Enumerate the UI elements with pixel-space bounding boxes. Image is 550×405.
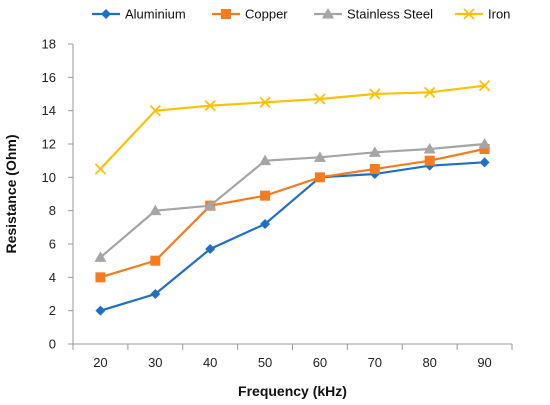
copper-point	[95, 272, 106, 283]
x-axis-label: Frequency (kHz)	[238, 383, 347, 399]
stainless-steel-point	[313, 151, 326, 162]
y-tick-label: 6	[49, 237, 56, 252]
aluminium-point	[260, 219, 271, 229]
legend-marker	[101, 9, 111, 19]
aluminium-point	[479, 157, 490, 168]
x-tick-label: 20	[93, 355, 107, 370]
iron-point	[204, 100, 216, 112]
legend-item-aluminium: Aluminium	[92, 7, 186, 22]
iron-point	[149, 105, 161, 117]
legend-label: Stainless Steel	[347, 7, 433, 22]
copper-point	[260, 190, 271, 201]
y-tick-label: 0	[49, 337, 56, 352]
copper-point	[424, 155, 435, 166]
y-tick-label: 18	[42, 37, 56, 52]
copper-point	[369, 164, 380, 174]
y-tick-labels: 0 2 4 6 8 10 12 14 16 18	[42, 37, 73, 352]
x-tick-label: 80	[422, 355, 436, 370]
iron-point	[478, 80, 491, 92]
plot-area	[94, 80, 491, 316]
legend-label: Aluminium	[125, 7, 186, 22]
copper-point	[314, 172, 325, 183]
x-tick-label: 30	[148, 355, 162, 370]
iron-point	[314, 93, 326, 105]
legend-item-stainless-steel: Stainless Steel	[314, 7, 433, 22]
legend-item-copper: Copper	[212, 7, 288, 22]
stainless-steel-point	[423, 143, 436, 154]
copper-point	[150, 255, 161, 266]
y-tick-label: 2	[49, 303, 56, 318]
iron-point	[94, 163, 107, 175]
x-tick-label: 60	[313, 355, 327, 370]
stainless-steel-point	[204, 199, 217, 211]
aluminium-line	[100, 161, 485, 312]
legend: Aluminium Copper Stainless Steel Iron	[92, 7, 510, 22]
y-tick-label: 10	[42, 170, 56, 185]
stainless-steel-point	[259, 154, 272, 166]
y-tick-label: 14	[42, 103, 56, 118]
copper-line	[100, 147, 485, 279]
aluminium-point	[205, 244, 216, 254]
iron-point	[369, 88, 381, 100]
y-tick-label: 16	[42, 70, 56, 85]
legend-label: Iron	[488, 7, 510, 22]
legend-marker	[322, 8, 334, 19]
x-tick-label: 90	[477, 355, 491, 370]
aluminium-point	[150, 289, 161, 299]
iron-point	[259, 96, 271, 108]
y-axis-label: Resistance (Ohm)	[3, 134, 19, 253]
copper-point	[479, 144, 490, 154]
stainless-steel-point	[368, 146, 381, 157]
x-tick-label: 70	[368, 355, 382, 370]
stainless-steel-series	[94, 138, 491, 262]
iron-series	[94, 80, 491, 175]
aluminium-series	[95, 157, 490, 316]
aluminium-point	[95, 305, 106, 316]
x-tick-labels: 20 30 40 50 60 70 80 90	[72, 344, 513, 370]
legend-label: Copper	[245, 7, 288, 22]
iron-point	[424, 86, 436, 98]
iron-line	[99, 84, 485, 170]
y-tick-label: 12	[42, 137, 56, 152]
x-tick-label: 50	[258, 355, 272, 370]
stainless-steel-point	[478, 138, 491, 149]
y-tick-label: 8	[49, 203, 56, 218]
legend-marker	[463, 8, 475, 20]
x-tick-label: 40	[203, 355, 217, 370]
legend-marker	[221, 9, 231, 19]
y-tick-label: 4	[49, 270, 56, 285]
stainless-steel-line	[99, 142, 485, 259]
stainless-steel-point	[94, 251, 107, 262]
stainless-steel-point	[149, 204, 162, 216]
legend-item-iron: Iron	[455, 7, 510, 22]
